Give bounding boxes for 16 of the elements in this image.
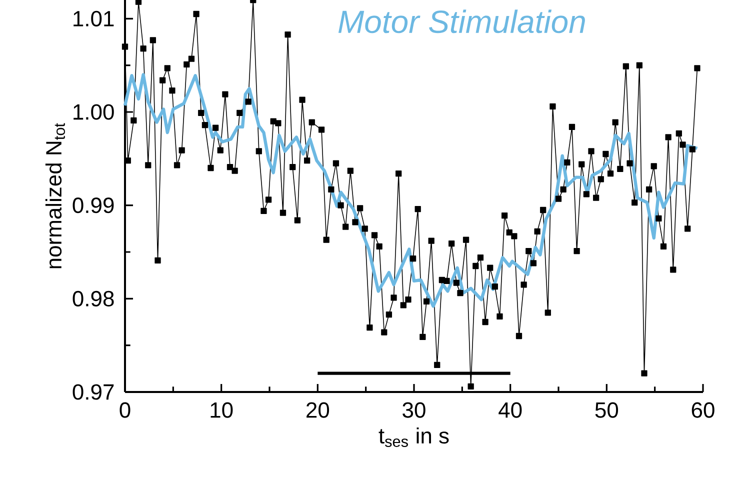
x-axis-title: t$_{ses}$ in s [378,427,449,447]
x-tick-label: 30 [402,402,426,418]
y-tick-label: 0.97 [72,384,114,400]
x-tick-label: 60 [692,402,714,418]
line-series [123,73,699,308]
x-tick-label: 50 [595,402,618,418]
y-axis-title: normalized N$_{tot}$ [45,123,65,268]
chart-title: Motor Stimulation [338,10,585,34]
x-tick-label: 0 [120,402,130,418]
x-tick-label: 20 [306,402,330,418]
y-tick-label: 0.99 [72,198,114,214]
y-tick-label: 0.98 [72,290,114,306]
y-tick-label: 1.01 [74,10,114,26]
x-tick-label: 10 [210,402,233,418]
y-tick-label: 1.00 [74,104,114,120]
x-tick-label: 40 [498,402,522,418]
